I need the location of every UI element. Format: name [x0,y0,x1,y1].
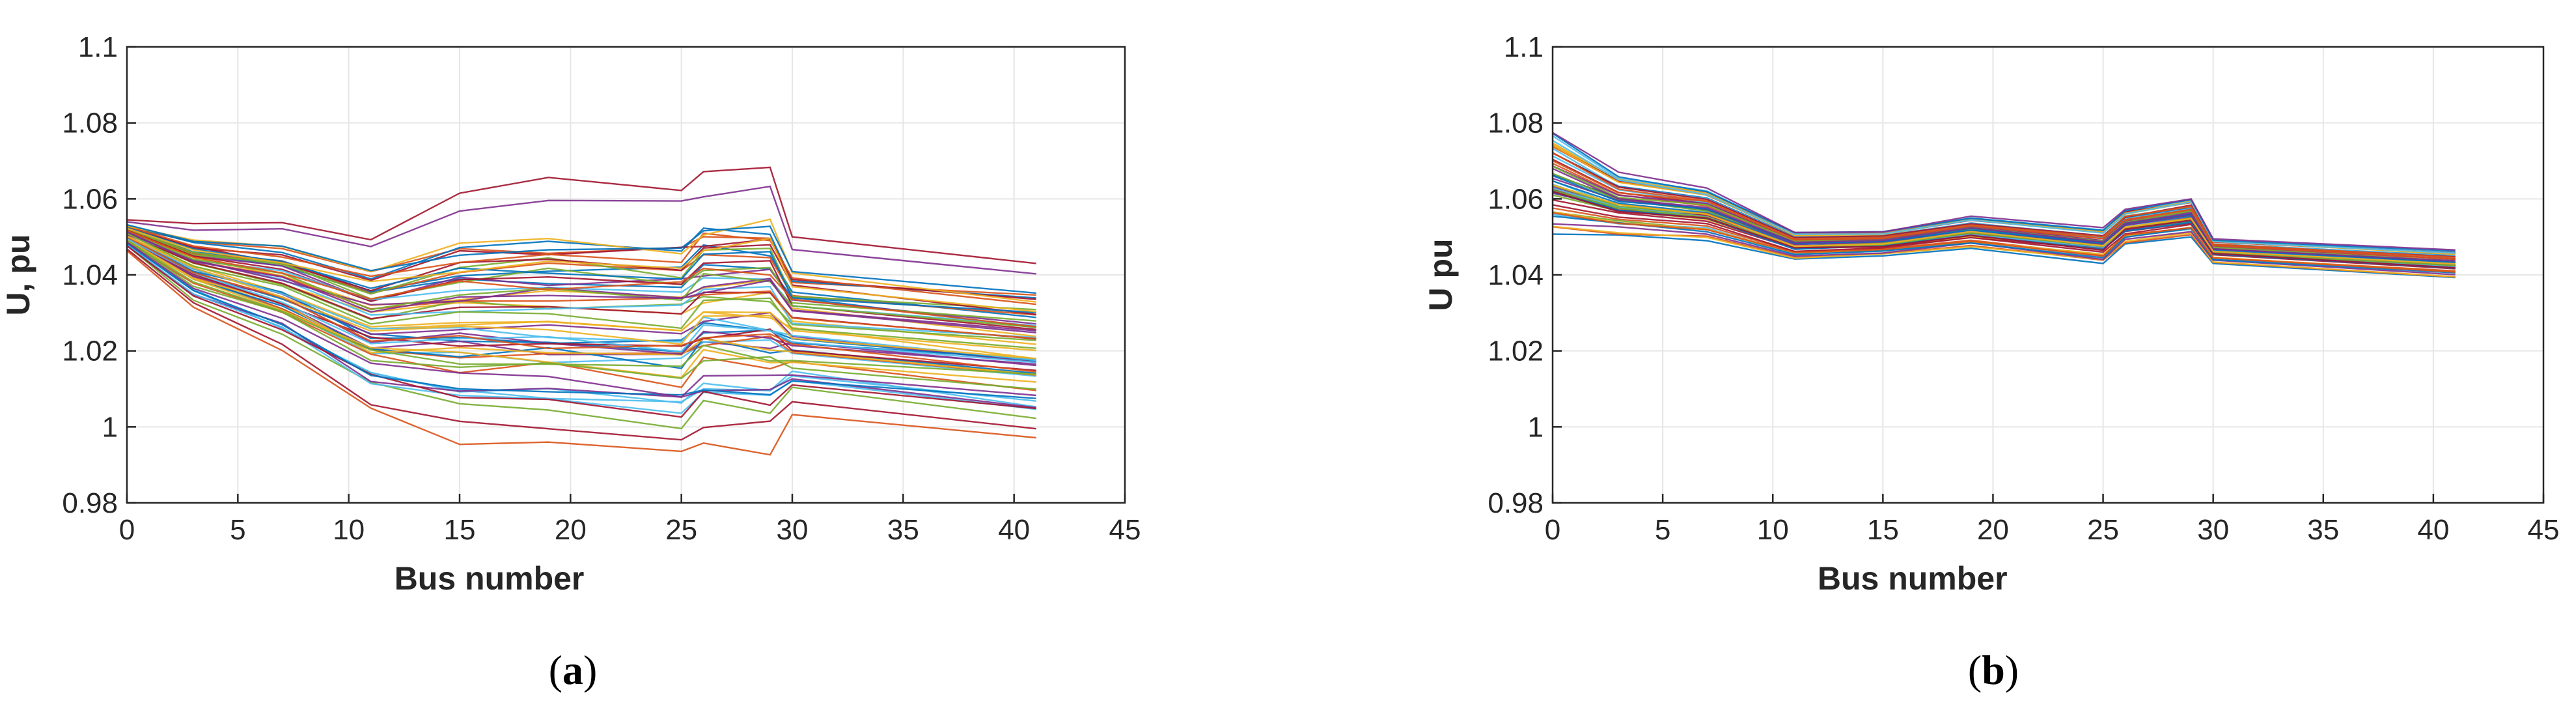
y-tick-label: 1.06 [62,183,118,215]
series-line [126,233,1036,349]
series-line [1552,139,2456,254]
series-line [126,223,1036,294]
series-line [126,249,1036,456]
series-group [126,166,1036,456]
y-tick-label: 0.98 [1488,487,1544,519]
x-tick-label: 25 [665,514,697,546]
svg-text:(b): (b) [1968,647,2019,693]
series-line [1552,233,2456,279]
y-tick-label: 1.04 [1488,259,1544,291]
series-line [126,229,1036,328]
series-line [1552,132,2456,251]
series-line [1552,190,2456,269]
chart-panel-a: 0 5 10 15 20 25 30 35 40 45 0.98 1 1.02 1.04 1.06 1.08 1… [0,31,1141,597]
series-line [1552,212,2456,273]
series-line [126,241,1036,398]
caption-a-letter: a [562,647,583,693]
series-line [126,229,1036,330]
series-line [1552,152,2456,259]
x-tick-label: 0 [1545,514,1560,546]
series-line [126,235,1036,360]
y-tick-label: 1.1 [1504,31,1544,63]
x-tick-label: 35 [2307,514,2339,546]
y-axis-label: U pu [1422,238,1459,311]
x-tick-label: 5 [1655,514,1670,546]
x-tick-label: 5 [230,514,245,546]
x-tick-label: 30 [777,514,809,546]
caption-b-letter: b [1982,647,2005,693]
y-tick-label: 1.02 [62,335,118,367]
x-tick-label: 25 [2087,514,2119,546]
x-tick-label: 15 [444,514,476,546]
x-tick-label: 30 [2197,514,2229,546]
series-line [126,242,1036,399]
series-line [1552,167,2456,262]
x-tick-label: 20 [1977,514,2009,546]
svg-text:(a): (a) [549,647,598,693]
caption-a: (a) [549,647,598,693]
series-line [126,166,1036,264]
y-tick-label: 1.04 [62,259,118,291]
series-line [1552,160,2456,260]
series-line [126,238,1036,363]
y-tick-label: 1.02 [1488,335,1544,367]
x-tick-label: 15 [1867,514,1899,546]
y-tick-label: 1.06 [1488,183,1544,215]
y-tick-label: 1.1 [78,31,118,63]
x-axis-label: Bus number [395,560,585,597]
series-line [126,225,1036,299]
x-tick-label: 20 [555,514,587,546]
x-axis-label: Bus number [1818,560,2008,597]
x-tick-label: 35 [887,514,919,546]
x-tick-label: 10 [333,514,365,546]
y-tick-label: 1 [1528,411,1544,443]
series-line [126,236,1036,373]
series-line [126,245,1036,418]
series-line [126,227,1036,313]
y-tick-label: 1.08 [62,107,118,139]
x-tick-label: 10 [1757,514,1789,546]
series-line [126,245,1036,430]
series-line [126,235,1036,352]
x-tick-label: 40 [998,514,1030,546]
series-line [126,239,1036,376]
series-line [126,236,1036,371]
caption-b: (b) [1968,647,2019,693]
series-line [126,231,1036,334]
series-line [126,240,1036,375]
series-line [126,227,1036,313]
series-line [126,248,1036,441]
series-line [1552,184,2456,265]
x-tick-label: 45 [2528,514,2560,546]
y-tick-label: 0.98 [62,487,118,519]
x-tick-label: 40 [2417,514,2449,546]
series-line [126,240,1036,383]
chart-panel-b: 0 5 10 15 20 25 30 35 40 45 0.98 1 1.02 1.04 1.06 1.08 1… [1422,31,2559,597]
series-line [126,228,1036,322]
series-line [1552,225,2456,278]
x-tick-label: 45 [1109,514,1141,546]
y-tick-label: 1 [102,411,118,443]
x-tick-label: 0 [119,514,135,546]
y-tick-label: 1.08 [1488,107,1544,139]
series-line [126,185,1036,275]
series-group [1552,132,2456,279]
y-axis-label: U, pu [0,235,36,316]
